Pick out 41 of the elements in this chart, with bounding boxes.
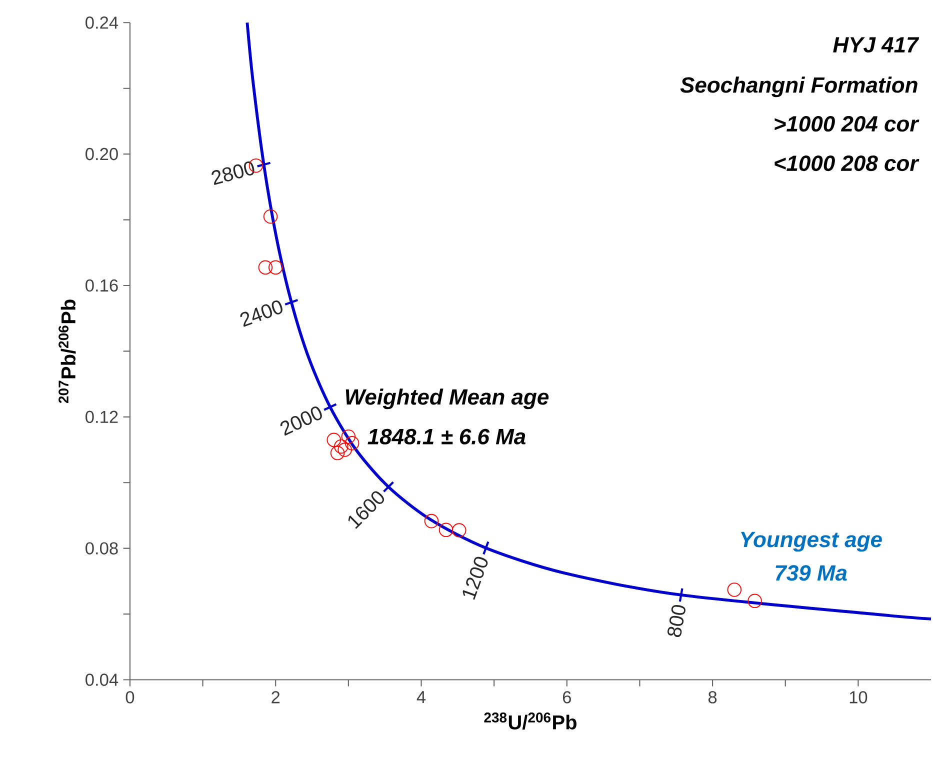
annotation: 800: [667, 605, 686, 638]
point: [341, 430, 356, 444]
y-tick-label: 0.12: [86, 410, 118, 424]
y-tick-label: 0.04: [86, 674, 118, 686]
point: [438, 522, 454, 538]
point: [424, 514, 439, 528]
point: [268, 260, 283, 275]
annotation: 739 Ma: [776, 565, 847, 581]
x-tick-label: 8: [708, 691, 717, 704]
annotation: <1000 208 cor: [774, 156, 920, 172]
annotation: 2400: [240, 300, 282, 328]
annotation: 2000: [280, 406, 322, 436]
y-tick-label: 0.16: [86, 279, 118, 292]
x-tick-label: 10: [850, 691, 868, 704]
point: [344, 436, 360, 450]
x-tick-label: 4: [416, 691, 426, 704]
x-tick-label: 0: [126, 691, 134, 704]
point: [338, 442, 352, 458]
point: [263, 210, 278, 224]
point: [330, 446, 345, 460]
point: [326, 432, 341, 448]
y-axis-title: $^{207}$Pb/$^{206}$Pb: [58, 300, 76, 404]
annotation: Weighted Mean age: [346, 388, 549, 410]
annotation: 1848.1 ± 6.6 Ma: [368, 428, 526, 445]
annotation: Youngest age: [741, 532, 882, 552]
point: [727, 582, 742, 597]
annotation: Seochangni Formation: [680, 76, 918, 98]
annotation: HYJ 417: [833, 37, 920, 53]
x-axis-title: $^{238}$U/$^{206}$Pb: [484, 712, 576, 730]
point: [334, 439, 348, 454]
y-tick-label: 0.20: [86, 148, 118, 160]
annotation: 2800: [212, 162, 254, 186]
x-tick-label: 2: [272, 691, 280, 704]
annotation: 1200: [462, 557, 488, 600]
y-tick-label: 0.24: [86, 16, 118, 29]
x-tick-label: 6: [562, 691, 571, 704]
point: [258, 260, 273, 275]
y-tick-label: 0.08: [86, 542, 118, 555]
point: [748, 594, 762, 608]
annotation: >1000 204 cor: [774, 116, 920, 132]
point: [452, 523, 466, 538]
